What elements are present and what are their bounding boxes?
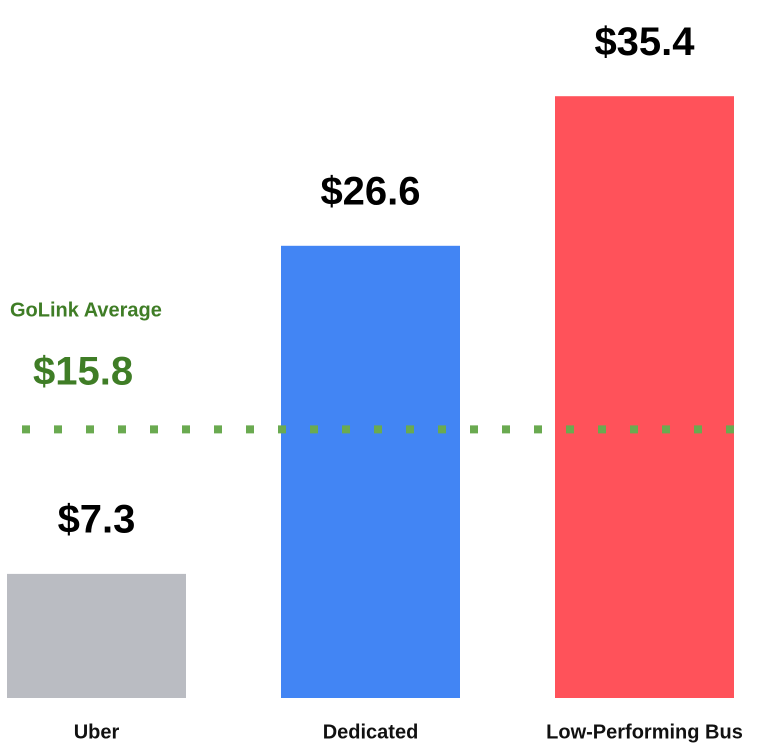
value-label: $7.3	[58, 497, 136, 541]
bar	[555, 96, 734, 698]
category-label: Dedicated	[323, 721, 419, 743]
category-label: Uber	[74, 721, 120, 743]
category-label: Low-Performing Bus	[546, 721, 743, 743]
value-label: $35.4	[594, 20, 695, 64]
reference-label: GoLink Average	[10, 299, 162, 321]
value-label: $26.6	[320, 169, 420, 213]
reference-value-label: $15.8	[33, 350, 133, 394]
bar	[281, 245, 460, 699]
bar	[7, 573, 186, 698]
